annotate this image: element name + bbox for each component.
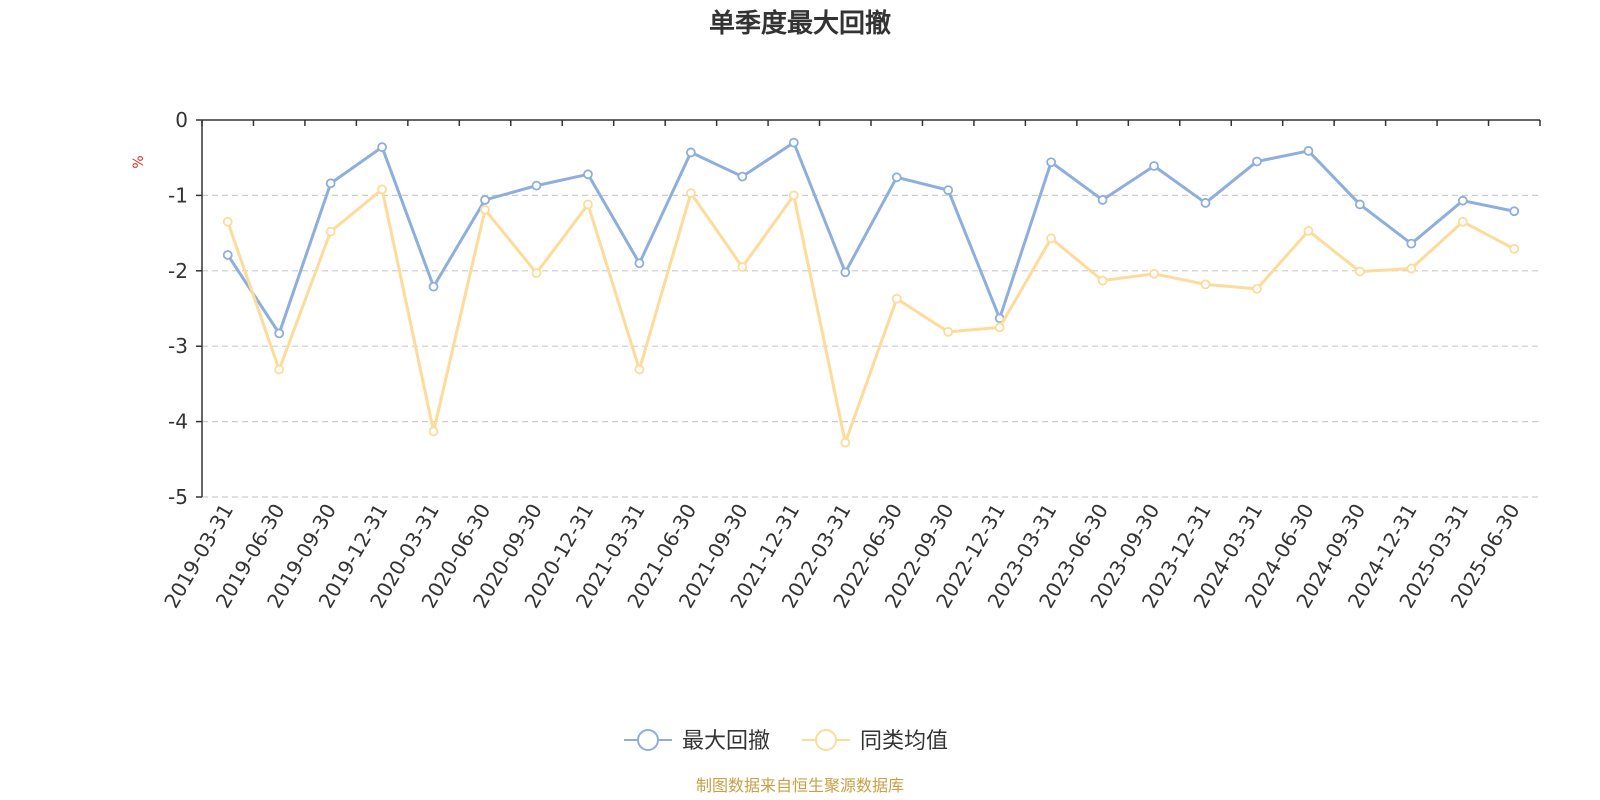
data-point[interactable] — [1354, 199, 1365, 210]
axes: 0-1-2-3-4-52019-03-312019-06-302019-09-3… — [159, 108, 1541, 612]
data-point[interactable] — [634, 364, 645, 375]
legend-item[interactable]: 最大回撤 — [624, 729, 770, 754]
data-point[interactable] — [737, 262, 748, 272]
data-point[interactable] — [377, 184, 388, 195]
data-point[interactable] — [1097, 275, 1108, 286]
data-point[interactable] — [1149, 161, 1159, 171]
legend-label: 最大回撤 — [682, 729, 770, 754]
data-point[interactable] — [1354, 266, 1365, 277]
chart-title: 单季度最大回撤 — [709, 8, 891, 39]
data-point[interactable] — [377, 142, 388, 153]
series-2 — [222, 184, 1520, 448]
data-point[interactable] — [583, 199, 593, 210]
data-point[interactable] — [1200, 279, 1211, 290]
data-point[interactable] — [480, 195, 490, 205]
data-point[interactable] — [891, 293, 902, 304]
gridlines — [202, 194, 1540, 498]
data-point[interactable] — [222, 250, 233, 260]
data-point[interactable] — [634, 258, 645, 269]
data-point[interactable] — [685, 188, 696, 199]
data-point[interactable] — [788, 137, 799, 148]
data-point[interactable] — [943, 185, 954, 196]
data-point[interactable] — [222, 216, 233, 227]
data-point[interactable] — [994, 322, 1005, 333]
data-point[interactable] — [685, 147, 696, 158]
series-1 — [222, 137, 1520, 339]
data-point[interactable] — [1509, 206, 1520, 217]
series-line — [226, 141, 1515, 335]
data-point[interactable] — [583, 169, 593, 180]
data-point[interactable] — [325, 178, 336, 189]
data-point[interactable] — [531, 180, 542, 191]
data-point[interactable] — [531, 268, 542, 278]
y-tick-label: -1 — [168, 183, 188, 207]
y-tick-label: -3 — [168, 334, 188, 358]
series-layer — [222, 137, 1520, 448]
data-point[interactable] — [840, 267, 851, 278]
data-point[interactable] — [274, 328, 285, 339]
y-tick-label: -5 — [168, 485, 188, 509]
data-point[interactable] — [1509, 244, 1520, 254]
y-tick-label: -2 — [168, 259, 188, 283]
data-point[interactable] — [1046, 233, 1057, 244]
series-line — [226, 187, 1515, 445]
data-source-note: 制图数据来自恒生聚源数据库 — [696, 776, 904, 795]
legend[interactable]: 最大回撤 同类均值 — [624, 729, 948, 754]
data-point[interactable] — [1252, 156, 1262, 167]
y-tick-label: -4 — [168, 410, 188, 434]
legend-label: 同类均值 — [860, 729, 948, 754]
data-point[interactable] — [943, 326, 954, 337]
data-point[interactable] — [1303, 225, 1314, 236]
data-point[interactable] — [1406, 263, 1417, 274]
data-point[interactable] — [840, 437, 851, 448]
data-point[interactable] — [788, 190, 799, 201]
data-point[interactable] — [428, 281, 439, 292]
legend-circle-marker — [815, 729, 837, 751]
data-point[interactable] — [1097, 195, 1108, 205]
data-point[interactable] — [1252, 283, 1262, 294]
data-point[interactable] — [1303, 146, 1314, 156]
y-axis-unit-label: % — [131, 155, 147, 168]
legend-item[interactable]: 同类均值 — [802, 729, 948, 754]
data-point[interactable] — [1200, 198, 1211, 208]
data-point[interactable] — [737, 171, 748, 182]
data-point[interactable] — [325, 226, 336, 237]
data-point[interactable] — [1406, 238, 1417, 249]
data-point[interactable] — [480, 204, 490, 215]
data-point[interactable] — [1457, 195, 1468, 206]
data-point[interactable] — [891, 172, 902, 183]
data-point[interactable] — [274, 364, 285, 375]
y-tick-label: 0 — [175, 108, 188, 132]
data-point[interactable] — [1046, 157, 1057, 168]
data-point[interactable] — [1149, 268, 1159, 279]
data-point[interactable] — [1457, 216, 1468, 227]
legend-circle-marker — [637, 729, 659, 751]
data-point[interactable] — [428, 426, 439, 437]
